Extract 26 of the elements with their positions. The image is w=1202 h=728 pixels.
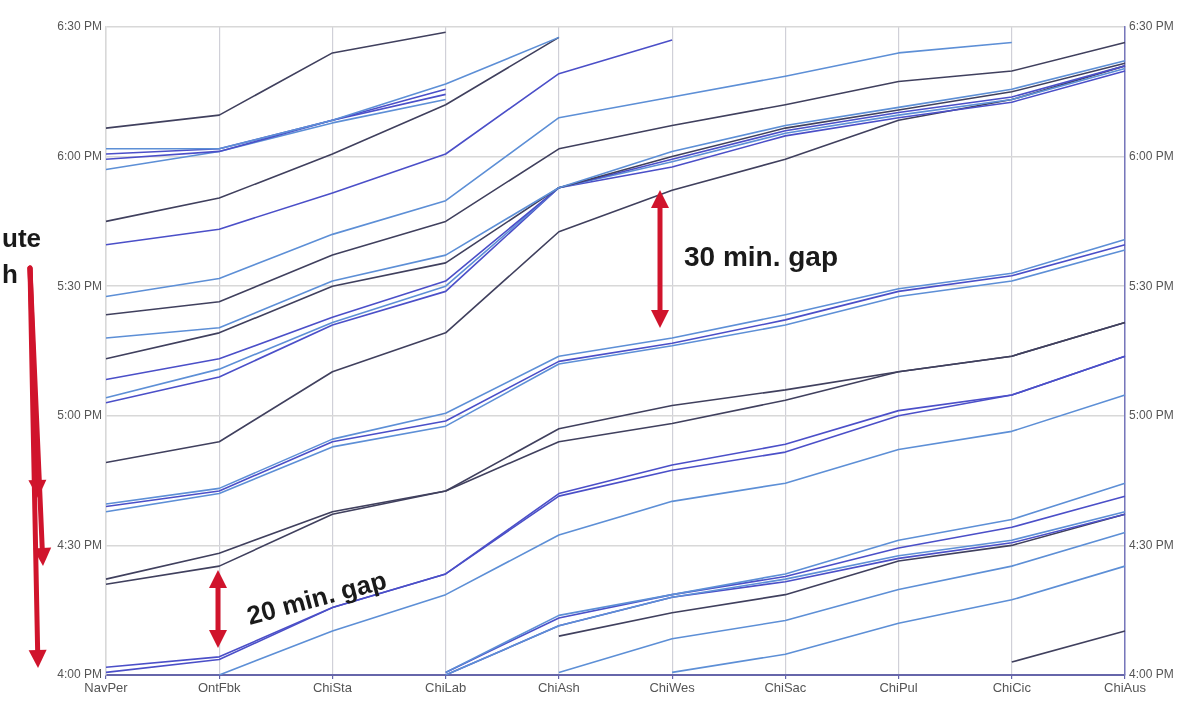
y2-tick-label: 4:30 PM [1129, 537, 1174, 552]
text: ute [2, 223, 41, 254]
annotation: 20 min. gap [243, 564, 390, 631]
x-tick-label: ChiCic [992, 680, 1032, 696]
x-tick-label: ChiSac [764, 680, 807, 696]
y2-tick-label: 5:00 PM [1129, 408, 1174, 423]
y-tick-label: 4:00 PM [57, 667, 102, 682]
y-tick-label: 4:30 PM [57, 537, 102, 552]
annotation: 30 min. gap [684, 240, 839, 272]
y2-tick-label: 6:30 PM [1129, 19, 1174, 34]
y-tick-label: 6:30 PM [57, 19, 102, 34]
x-tick-label: ChiLab [425, 680, 467, 696]
y2-tick-label: 5:30 PM [1129, 278, 1174, 293]
x-tick-label: ChiAsh [537, 680, 580, 696]
y-tick-label: 5:00 PM [57, 408, 102, 423]
x-tick-label: OntFbk [197, 680, 242, 696]
text: h [2, 259, 18, 290]
y-tick-label: 5:30 PM [57, 278, 102, 293]
x-tick-label: NavPer [84, 680, 129, 696]
x-tick-label: ChiAus [1104, 680, 1147, 696]
x-tick-label: ChiWes [649, 680, 696, 696]
y2-tick-label: 6:00 PM [1129, 148, 1174, 163]
x-tick-label: ChiPul [879, 680, 918, 696]
y2-tick-label: 4:00 PM [1129, 667, 1174, 682]
y-tick-label: 6:00 PM [57, 148, 102, 163]
x-tick-label: ChiSta [312, 680, 353, 696]
